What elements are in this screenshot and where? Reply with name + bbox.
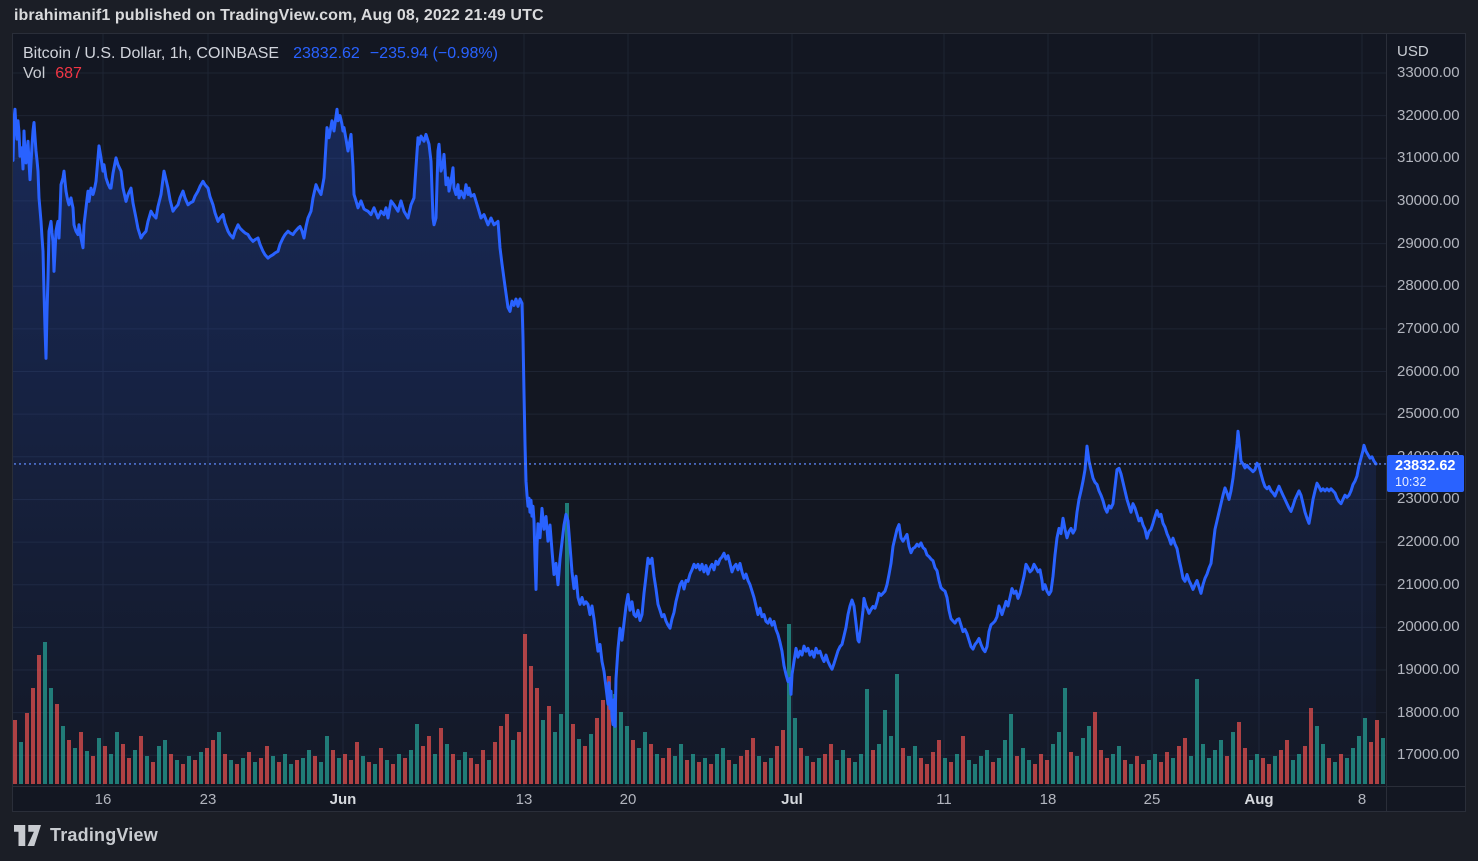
price-axis-label: 32000.00	[1397, 106, 1460, 124]
price-axis-label: 20000.00	[1397, 618, 1460, 636]
time-axis-label-month: Aug	[1244, 791, 1274, 808]
price-axis-label: 28000.00	[1397, 277, 1460, 295]
price-axis-label: 17000.00	[1397, 746, 1460, 764]
price-axis[interactable]: USD 33000.00 32000.00 31000.00 30000.00 2900…	[1387, 34, 1465, 786]
price-axis-label: 18000.00	[1397, 703, 1460, 721]
time-axis-label-day: 13	[515, 791, 533, 808]
tradingview-logo-icon[interactable]	[14, 825, 41, 846]
last-price-badge: 23832.62 10:32	[1387, 455, 1464, 492]
footer-branding: TradingView	[14, 825, 158, 846]
price-axis-label: 25000.00	[1397, 405, 1460, 423]
currency-label: USD	[1397, 43, 1429, 60]
last-price-badge-value: 23832.62	[1395, 458, 1456, 474]
price-axis-label: 27000.00	[1397, 319, 1460, 337]
chart-widget: Bitcoin / U.S. Dollar, 1h, COINBASE 2383…	[12, 33, 1466, 812]
price-axis-label: 29000.00	[1397, 234, 1460, 252]
symbol-title: Bitcoin / U.S. Dollar, 1h, COINBASE	[23, 45, 280, 62]
last-price-badge-countdown: 10:32	[1395, 475, 1427, 489]
price-change-value: −235.94 (−0.98%)	[369, 45, 498, 62]
time-axis-label-month: Jun	[329, 791, 357, 808]
price-axis-label: 22000.00	[1397, 533, 1460, 551]
attribution-text: ibrahimanif1 published on TradingView.co…	[14, 7, 544, 24]
last-price-value: 23832.62	[293, 45, 360, 62]
chart-legend: Bitcoin / U.S. Dollar, 1h, COINBASE 2383…	[23, 44, 498, 84]
volume-value: 687	[55, 65, 82, 82]
price-axis-separator	[1386, 34, 1387, 811]
time-axis-label-day: 25	[1143, 791, 1161, 808]
price-axis-label: 19000.00	[1397, 661, 1460, 678]
price-axis-label: 26000.00	[1397, 362, 1460, 380]
time-axis-label-day: 16	[94, 791, 112, 808]
time-axis-label-day: 11	[936, 791, 952, 808]
tradingview-brand-text[interactable]: TradingView	[50, 825, 158, 845]
price-axis-label: 33000.00	[1397, 64, 1460, 81]
time-axis-label-day: 20	[619, 791, 637, 808]
time-axis-label-day: 23	[199, 791, 217, 808]
price-axis-label: 21000.00	[1397, 575, 1460, 593]
time-axis-label-day: 18	[1039, 791, 1057, 808]
price-axis-label: 31000.00	[1397, 149, 1460, 167]
price-chart-pane[interactable]	[13, 34, 1386, 786]
time-axis[interactable]: 16 23 Jun 13 20 Jul 11 18 25 Aug 8	[13, 787, 1465, 811]
time-axis-label-month: Jul	[781, 791, 803, 808]
time-axis-label-day: 8	[1357, 791, 1367, 808]
time-axis-separator	[13, 786, 1465, 787]
price-axis-label: 30000.00	[1397, 191, 1460, 209]
volume-label: Vol	[23, 65, 46, 82]
price-axis-label: 23000.00	[1397, 490, 1460, 508]
